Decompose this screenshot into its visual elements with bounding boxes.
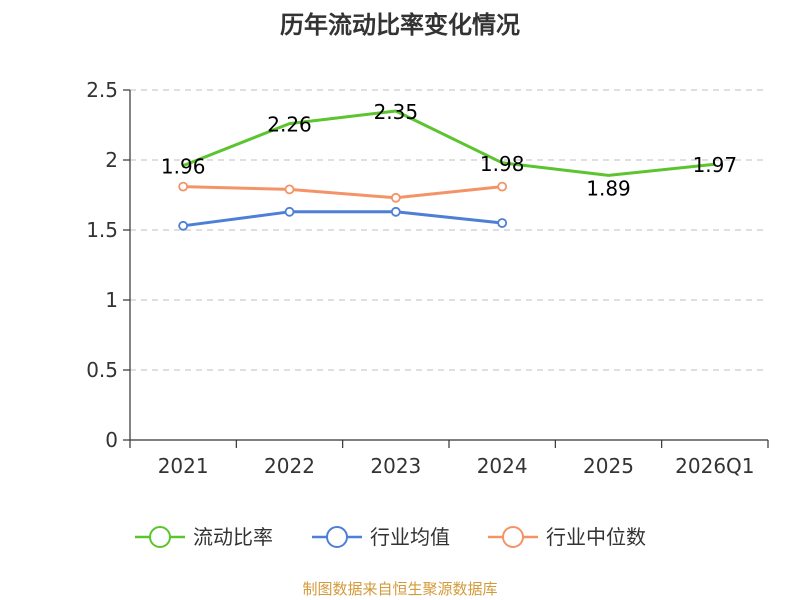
y-tick-label: 0 bbox=[105, 428, 118, 452]
axes bbox=[123, 89, 769, 448]
data-labels: 1.96 2.26 2.35 1.98 1.89 1.97 bbox=[161, 100, 737, 200]
data-point bbox=[390, 192, 401, 203]
data-label: 1.89 bbox=[586, 176, 631, 200]
source-note: 制图数据来自恒生聚源数据库 bbox=[302, 580, 497, 598]
data-point bbox=[178, 220, 189, 231]
series-line-current-ratio bbox=[182, 109, 715, 177]
data-label: 1.98 bbox=[480, 152, 525, 176]
legend[interactable]: 流动比率 行业均值 行业中位数 bbox=[135, 525, 646, 549]
legend-label: 行业中位数 bbox=[546, 525, 646, 549]
legend-item-industry-mean[interactable]: 行业均值 bbox=[312, 525, 450, 549]
x-tick-label: 2022 bbox=[264, 454, 315, 478]
series-group bbox=[178, 109, 715, 231]
y-tick-label: 2 bbox=[105, 148, 118, 172]
data-label: 1.97 bbox=[693, 153, 738, 177]
data-label: 2.26 bbox=[267, 113, 312, 137]
y-tick-label: 1 bbox=[105, 288, 118, 312]
data-label: 2.35 bbox=[374, 100, 419, 124]
chart-title: 历年流动比率变化情况 bbox=[280, 11, 520, 39]
x-tick-label: 2024 bbox=[477, 454, 528, 478]
y-tick-label: 2.5 bbox=[86, 78, 118, 102]
x-tick-label: 2023 bbox=[370, 454, 421, 478]
legend-marker bbox=[326, 526, 348, 548]
series-line-industry-median bbox=[183, 185, 503, 200]
data-point bbox=[178, 181, 189, 192]
data-point bbox=[497, 218, 508, 228]
legend-marker bbox=[149, 526, 171, 548]
grid-lines bbox=[130, 89, 768, 371]
y-axis-ticks: 0 0.5 1 1.5 2 2.5 bbox=[86, 78, 118, 452]
x-tick-label: 2026Q1 bbox=[675, 454, 754, 478]
x-axis-ticks: 2021 2022 2023 2024 2025 2026Q1 bbox=[158, 454, 755, 478]
data-point bbox=[284, 206, 295, 217]
y-tick-label: 1.5 bbox=[86, 218, 118, 242]
legend-marker bbox=[502, 526, 524, 548]
y-tick-label: 0.5 bbox=[86, 358, 118, 382]
legend-label: 流动比率 bbox=[193, 525, 273, 549]
data-point bbox=[497, 181, 508, 192]
data-label: 1.96 bbox=[161, 155, 206, 179]
x-tick-label: 2025 bbox=[583, 454, 634, 478]
legend-item-current-ratio[interactable]: 流动比率 bbox=[135, 525, 273, 549]
data-point bbox=[390, 206, 401, 217]
x-tick-label: 2021 bbox=[158, 454, 209, 478]
legend-label: 行业均值 bbox=[370, 525, 450, 549]
legend-item-industry-median[interactable]: 行业中位数 bbox=[488, 525, 646, 549]
series-line-industry-mean bbox=[182, 210, 503, 228]
data-point bbox=[284, 184, 295, 195]
